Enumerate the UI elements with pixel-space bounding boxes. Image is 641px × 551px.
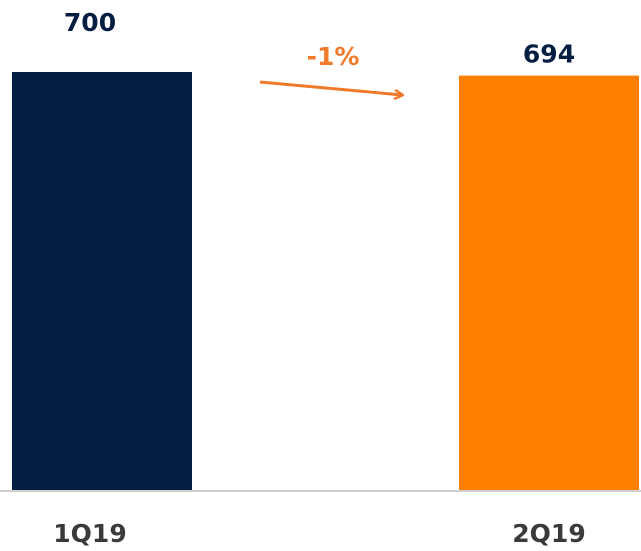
category-label: 1Q19 xyxy=(53,519,126,548)
category-label: 2Q19 xyxy=(512,519,585,548)
value-label: 700 xyxy=(64,8,116,37)
bar xyxy=(459,75,639,490)
bar xyxy=(12,72,192,490)
change-arrow xyxy=(259,80,402,95)
value-label: 694 xyxy=(523,40,575,69)
change-annotation: -1% xyxy=(307,42,360,71)
